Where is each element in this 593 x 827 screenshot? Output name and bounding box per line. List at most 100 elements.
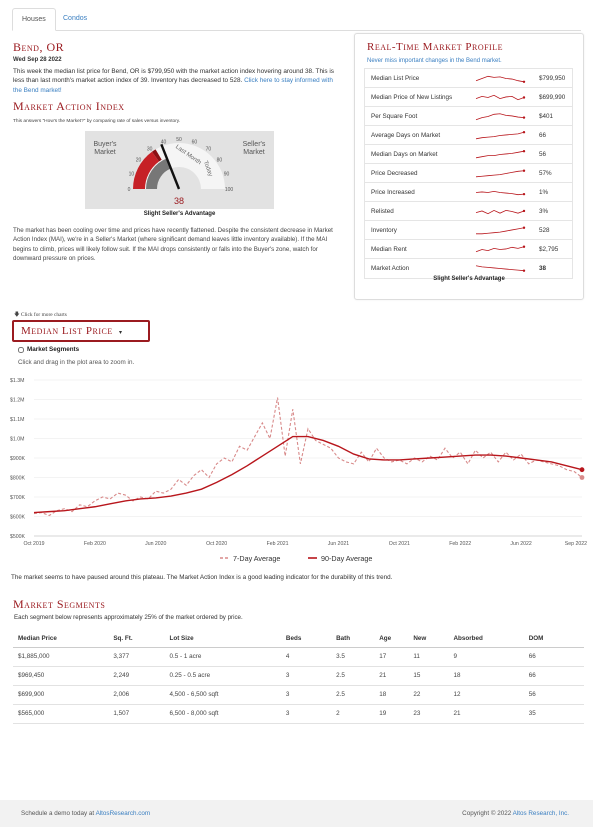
sparkline	[475, 150, 526, 159]
x-tick-label: Jun 2022	[510, 541, 531, 547]
sparkline-endpoint	[522, 226, 526, 229]
sparkline-endpoint	[522, 116, 526, 119]
tab-condos[interactable]: Condos	[63, 15, 88, 22]
y-tick-label: $800K	[10, 476, 26, 482]
series-7-day-line	[33, 397, 583, 517]
sparkline-path	[475, 265, 525, 272]
segments-header-cell[interactable]: Lot Size	[164, 630, 281, 648]
stay-informed-link[interactable]: Click here to stay informed with the Ben…	[13, 77, 333, 94]
sparkline-endpoint	[522, 209, 526, 213]
profile-subtitle[interactable]: Never miss important changes in the Bend…	[367, 58, 502, 64]
market-profile-panel: Real-Time Market Profile Never miss impo…	[354, 33, 584, 300]
profile-row-value: 38	[539, 265, 547, 272]
intro-text: This week the median list price for Bend…	[13, 68, 335, 85]
x-tick-label: Oct 2021	[389, 541, 410, 547]
tab-houses[interactable]: Houses	[12, 8, 56, 31]
table-cell: $1,885,000	[13, 647, 109, 667]
today-label: Today	[202, 160, 213, 177]
footer-left: Schedule a demo today at AltosResearch.c…	[21, 800, 150, 827]
gauge-tick-label: 10	[129, 172, 135, 178]
sparkline-path	[475, 94, 525, 101]
market-segments-checkbox[interactable]	[18, 346, 24, 353]
segments-header-cell[interactable]: New	[408, 630, 449, 648]
chart-svg[interactable]: $500K $600K $700K $800K $900K $1.0M $1.1M $1.2M…	[10, 372, 590, 570]
market-segments-toggle[interactable]: Market Segments	[18, 346, 79, 353]
segments-header-cell[interactable]: Beds	[280, 630, 332, 648]
sparkline	[475, 245, 526, 253]
gauge-current-fill	[146, 158, 171, 189]
table-cell: 3	[280, 685, 332, 705]
sellers-market-label-2: Market	[243, 149, 264, 156]
mai-status: Slight Seller's Advantage	[143, 211, 216, 217]
gauge-tick-label: 90	[224, 172, 230, 178]
sparkline-path	[475, 75, 525, 83]
footer-demo-text: Schedule a demo today at	[21, 810, 96, 817]
table-cell: 19	[374, 704, 409, 724]
altos-research-link[interactable]: AltosResearch.com	[95, 810, 151, 817]
segments-header-cell[interactable]: Sq. Ft.	[108, 630, 165, 648]
sparkline-path	[475, 131, 525, 140]
sparkline	[475, 209, 526, 215]
y-tick-label: $1.3M	[10, 378, 24, 384]
sparkline-path	[475, 150, 525, 159]
sparkline-endpoint	[522, 96, 526, 99]
segments-header-cell[interactable]: DOM	[523, 630, 584, 648]
profile-row-label: Inventory	[371, 227, 397, 234]
sparkline	[475, 190, 526, 196]
segments-header-cell[interactable]: Absorbed	[448, 630, 524, 648]
property-type-tabs: Houses Condos	[12, 8, 581, 31]
table-cell: 18	[374, 685, 409, 705]
profile-row-value: 56	[539, 151, 547, 158]
footer-right: Copyright © 2022 Altos Research, Inc.	[462, 800, 569, 827]
y-tick-label: $700K	[10, 495, 26, 501]
table-cell: 2,006	[108, 685, 165, 705]
market-segments-label: Market Segments	[27, 346, 80, 353]
sparkline-path	[476, 227, 525, 235]
x-tick-label: Jun 2020	[145, 541, 166, 547]
sparkline-path	[475, 113, 525, 121]
profile-row: Median Rent $2,795	[365, 240, 572, 259]
table-cell: $699,900	[13, 685, 109, 705]
gauge-tick-label: 60	[192, 139, 198, 145]
segments-header-cell[interactable]: Bath	[331, 630, 375, 648]
profile-row-label: Median List Price	[371, 75, 420, 82]
market-segments-table: Median Price Sq. Ft. Lot Size Beds Bath Age Ne…	[13, 630, 584, 724]
profile-row: Median List Price $799,950	[365, 69, 572, 88]
x-tick-label: Sep 2022	[565, 541, 587, 547]
market-paragraph: The market has been cooling over time an…	[13, 227, 333, 263]
segments-header-cell[interactable]: Age	[374, 630, 409, 648]
table-cell: 4,500 - 6,500 sqft	[164, 685, 281, 705]
y-tick-label: $500K	[10, 534, 26, 540]
median-price-chart[interactable]: $500K $600K $700K $800K $900K $1.0M $1.1M $1.2M…	[10, 372, 590, 570]
dropdown-label: Median List Price	[21, 325, 113, 337]
table-cell: 6,500 - 8,000 sqft	[164, 704, 281, 724]
table-cell: 12	[448, 685, 524, 705]
legend-label: 90-Day Average	[321, 554, 372, 563]
altos-copyright-link[interactable]: Altos Research, Inc.	[512, 810, 569, 817]
y-tick-label: $600K	[10, 515, 26, 521]
profile-row-value: $699,990	[539, 94, 566, 101]
gauge-today-band	[151, 149, 162, 162]
profile-row-label: Relisted	[371, 208, 394, 215]
mai-subtitle: This answers “How's the Market?” by comp…	[13, 119, 181, 124]
profile-row-value: $799,950	[539, 75, 566, 82]
profile-row-value: $401	[539, 113, 554, 120]
gauge-tick-label: 30	[147, 147, 153, 153]
gauge-tick-label: 80	[217, 158, 223, 164]
table-cell: 4	[280, 647, 332, 667]
sparkline	[475, 265, 526, 272]
copyright-text: Copyright © 2022	[462, 810, 513, 817]
x-tick-label: Feb 2021	[267, 541, 289, 547]
chart-metric-dropdown[interactable]: Median List Price ▾	[12, 320, 150, 342]
gauge-tick-label: 0	[128, 187, 131, 193]
zoom-hint: Click and drag in the plot area to zoom …	[18, 359, 135, 366]
segments-header-cell[interactable]: Median Price	[13, 630, 109, 648]
table-cell: 23	[408, 704, 449, 724]
gauge-tick-label: 20	[136, 158, 142, 164]
profile-row-label: Per Square Foot	[371, 113, 418, 120]
gauge-tick-label: 40	[161, 139, 167, 145]
sparkline	[475, 169, 526, 178]
arrow-down-icon: 🡇	[14, 312, 20, 318]
profile-row-label: Median Days on Market	[371, 151, 438, 158]
segments-header-row: Median Price Sq. Ft. Lot Size Beds Bath Age Ne…	[13, 630, 584, 648]
